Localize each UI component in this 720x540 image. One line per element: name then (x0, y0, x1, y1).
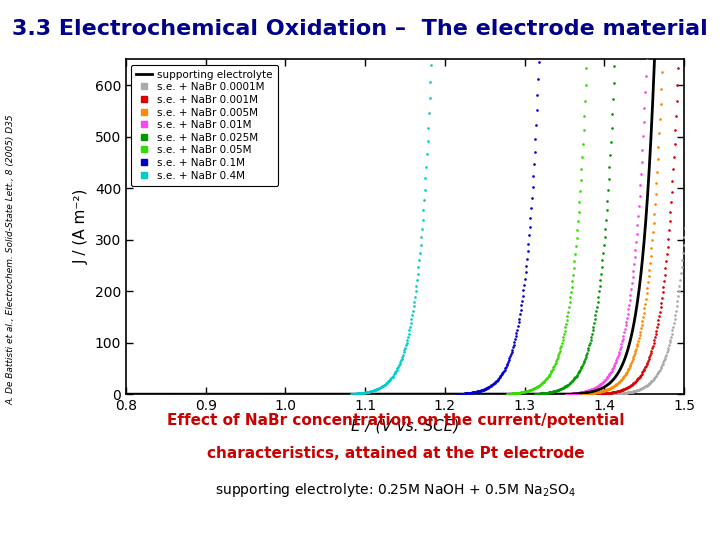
Text: Effect of NaBr concentration on the current/potential: Effect of NaBr concentration on the curr… (167, 413, 625, 428)
Text: A. De Battisti et al., Electrochem. Solid-State Lett., 8 (2005) D35: A. De Battisti et al., Electrochem. Soli… (6, 114, 15, 404)
Text: supporting electrolyte: 0.25M NaOH + 0.5M Na$_2$SO$_4$: supporting electrolyte: 0.25M NaOH + 0.5… (215, 481, 577, 498)
Text: 3.3 Electrochemical Oxidation –  The electrode material: 3.3 Electrochemical Oxidation – The elec… (12, 19, 708, 39)
Y-axis label: J / (A m⁻²): J / (A m⁻²) (74, 189, 89, 265)
X-axis label: E / (V vs. SCE): E / (V vs. SCE) (351, 418, 459, 434)
Legend: supporting electrolyte, s.e. + NaBr 0.0001M, s.e. + NaBr 0.001M, s.e. + NaBr 0.0: supporting electrolyte, s.e. + NaBr 0.00… (131, 65, 278, 186)
Text: characteristics, attained at the Pt electrode: characteristics, attained at the Pt elec… (207, 446, 585, 461)
